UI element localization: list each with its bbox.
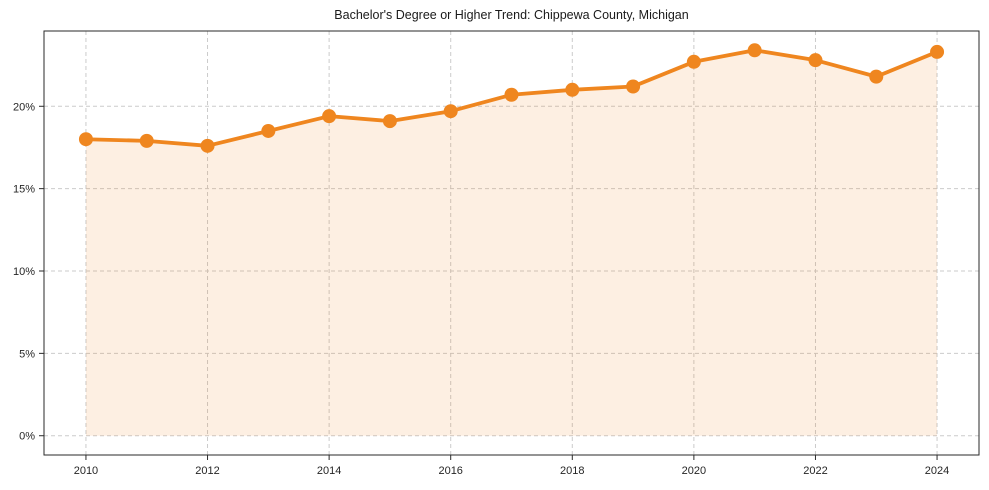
plot-border <box>43 30 980 456</box>
data-point-marker-2020 <box>686 54 701 69</box>
data-point-marker-2024 <box>930 44 945 59</box>
data-point-marker-2017 <box>504 87 519 102</box>
y-axis-tick-label: 15% <box>13 184 35 196</box>
y-axis-tick-label: 20% <box>13 101 35 113</box>
x-axis-tick-label: 2010 <box>74 465 98 477</box>
x-axis-tick-label: 2020 <box>682 465 706 477</box>
x-axis-tick-label: 2014 <box>317 465 341 477</box>
data-point-marker-2022 <box>808 53 823 68</box>
data-point-marker-2023 <box>869 69 884 84</box>
data-point-marker-2016 <box>443 104 458 119</box>
x-axis-tick-label: 2018 <box>560 465 584 477</box>
x-axis-tick-label: 2022 <box>803 465 827 477</box>
x-axis-tick-label: 2016 <box>438 465 462 477</box>
data-point-marker-2012 <box>200 138 215 153</box>
y-axis-tick-label: 5% <box>19 348 35 360</box>
data-point-marker-2015 <box>382 114 397 129</box>
data-point-marker-2013 <box>261 123 276 138</box>
y-axis-tick-label: 10% <box>13 266 35 278</box>
x-axis-tick-label: 2012 <box>195 465 219 477</box>
data-point-marker-2010 <box>78 132 93 147</box>
data-point-marker-2021 <box>747 43 762 58</box>
data-point-marker-2014 <box>322 109 337 124</box>
x-axis-tick-label: 2024 <box>925 465 949 477</box>
chart-title: Bachelor's Degree or Higher Trend: Chipp… <box>334 8 689 22</box>
data-point-marker-2019 <box>626 79 641 94</box>
data-point-marker-2018 <box>565 82 580 97</box>
data-point-marker-2011 <box>139 133 154 148</box>
y-axis-tick-label: 0% <box>19 431 35 443</box>
area-fill <box>85 50 938 436</box>
